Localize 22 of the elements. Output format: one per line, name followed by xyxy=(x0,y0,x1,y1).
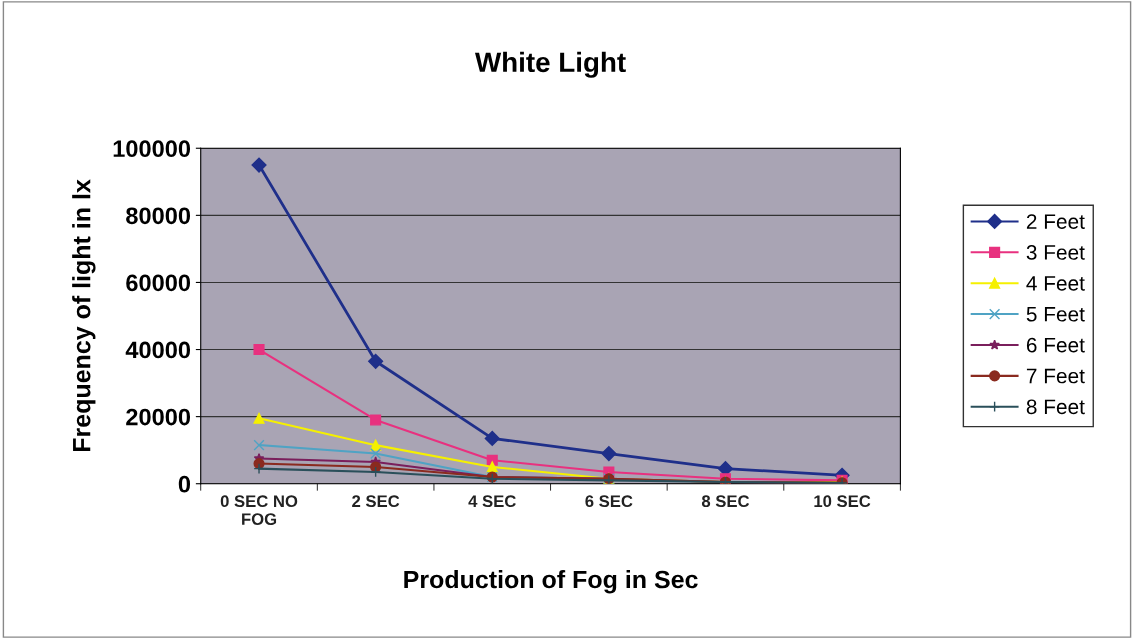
legend-label: 2 Feet xyxy=(1026,214,1085,229)
x-tick-label: 10 SEC xyxy=(814,495,871,508)
y-tick-label: 80000 xyxy=(126,207,191,225)
x-axis-title: Production of Fog in Sec xyxy=(404,569,698,594)
x-tick-label: 6 SEC xyxy=(585,495,633,508)
legend-label: 7 Feet xyxy=(1026,368,1085,384)
x-tick-label: 2 SEC xyxy=(352,495,400,508)
legend-label: 8 Feet xyxy=(1026,399,1085,415)
legend-label: 4 Feet xyxy=(1026,276,1085,291)
y-axis-title: Frequency of light in lx xyxy=(72,179,96,452)
legend-label: 6 Feet xyxy=(1026,337,1085,353)
y-tick-label: 40000 xyxy=(125,341,191,359)
x-tick-label: 8 SEC xyxy=(701,495,750,508)
x-tick-label: 0 SEC NO FOG xyxy=(220,495,298,526)
legend-label: 5 Feet xyxy=(1026,307,1085,322)
y-tick-label: 20000 xyxy=(126,408,191,426)
legend-label: 3 Feet xyxy=(1026,245,1085,260)
x-tick-label: 4 SEC xyxy=(468,495,516,508)
y-tick-label: 60000 xyxy=(126,274,191,292)
y-tick-label: 100000 xyxy=(113,140,191,158)
y-tick-label: 0 xyxy=(178,475,191,493)
chart-title: White Light xyxy=(474,51,626,78)
